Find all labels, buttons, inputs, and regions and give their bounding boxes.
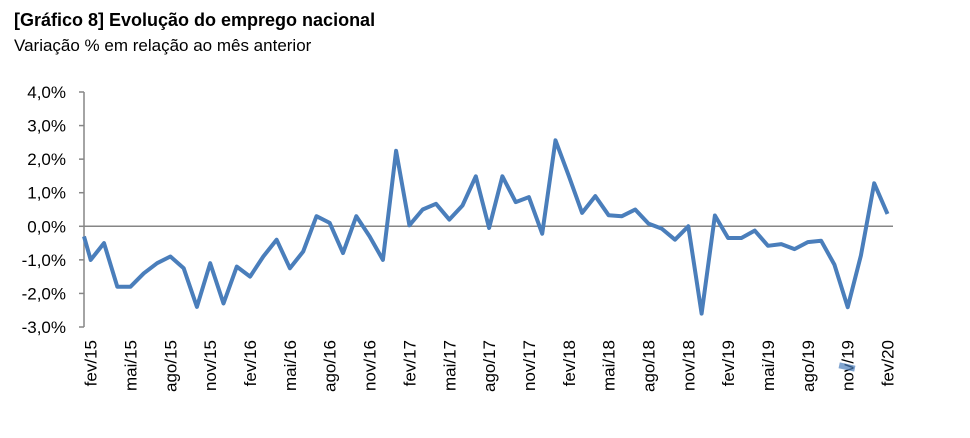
chart-title: [Gráfico 8] Evolução do emprego nacional bbox=[14, 10, 376, 30]
y-tick-label: -1,0% bbox=[22, 251, 66, 270]
y-tick-label: -2,0% bbox=[22, 284, 66, 303]
x-tick-label: nov/15 bbox=[201, 340, 220, 391]
x-tick-label: nov/17 bbox=[520, 340, 539, 391]
y-tick-label: 0,0% bbox=[27, 217, 66, 236]
x-tick-label: nov/16 bbox=[361, 340, 380, 391]
x-tick-label: fev/16 bbox=[241, 340, 260, 386]
x-tick-label: mai/18 bbox=[600, 340, 619, 391]
y-tick-label: 4,0% bbox=[27, 83, 66, 102]
y-tick-label: 2,0% bbox=[27, 150, 66, 169]
x-tick-label: ago/18 bbox=[639, 340, 658, 392]
x-tick-label: fev/19 bbox=[719, 340, 738, 386]
x-tick-label: fev/18 bbox=[560, 340, 579, 386]
y-tick-label: -3,0% bbox=[22, 318, 66, 337]
x-tick-label: ago/15 bbox=[161, 340, 180, 392]
x-tick-label: nov/18 bbox=[679, 340, 698, 391]
x-tick-label: ago/16 bbox=[321, 340, 340, 392]
x-tick-label: fev/15 bbox=[82, 340, 101, 386]
x-tick-label: mai/15 bbox=[122, 340, 141, 391]
y-tick-label: 3,0% bbox=[27, 117, 66, 136]
y-tick-label: 1,0% bbox=[27, 184, 66, 203]
x-tick-label: mai/17 bbox=[440, 340, 459, 391]
x-tick-label: fev/20 bbox=[879, 340, 898, 386]
x-tick-label: ago/19 bbox=[799, 340, 818, 392]
chart-subtitle: Variação % em relação ao mês anterior bbox=[14, 36, 312, 55]
series-line bbox=[82, 138, 890, 316]
x-tick-label: fev/17 bbox=[400, 340, 419, 386]
x-tick-label: mai/19 bbox=[759, 340, 778, 391]
highlight-mark bbox=[838, 362, 856, 372]
x-tick-label: ago/17 bbox=[480, 340, 499, 392]
x-tick-label: mai/16 bbox=[281, 340, 300, 391]
